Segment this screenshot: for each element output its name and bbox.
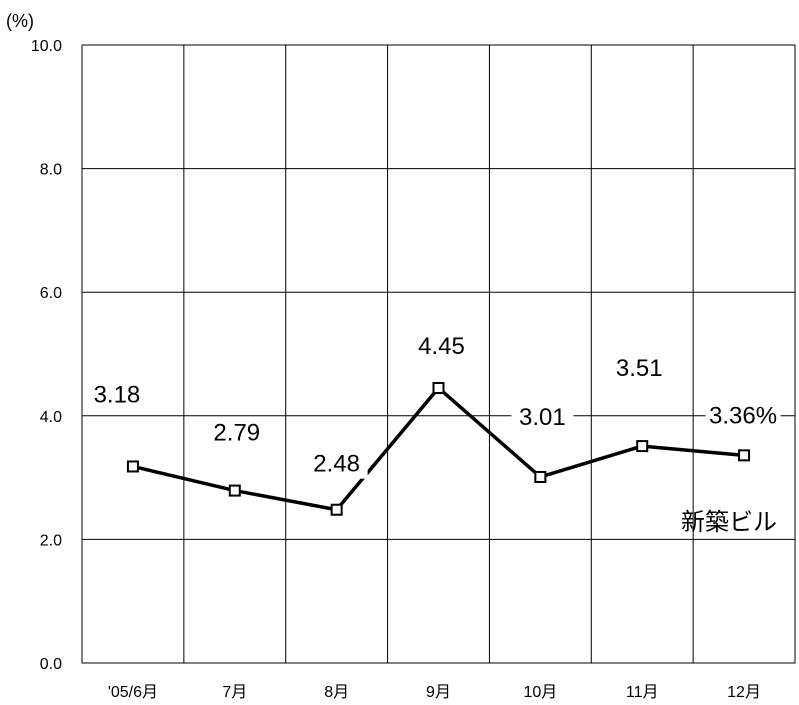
y-tick-label: 4.0 [40,409,62,426]
x-tick-label: 11月 [626,684,659,701]
data-label: 3.36% [709,402,777,429]
data-point-marker [739,450,749,460]
data-label: 3.18 [94,381,141,408]
x-tick-label: 12月 [727,684,761,701]
data-label: 3.51 [616,355,663,382]
y-tick-label: 10.0 [31,38,62,55]
series-line [133,388,744,510]
y-tick-label: 8.0 [40,162,62,179]
series-name-label: 新築ビル [681,508,777,536]
x-tick-label: 10月 [523,684,557,701]
data-point-marker [128,461,138,471]
x-tick-label: 8月 [324,684,349,701]
y-tick-label: 6.0 [40,285,62,302]
data-label: 3.01 [519,404,566,431]
x-tick-label: 9月 [426,684,451,701]
x-tick-label: '05/6月 [108,684,158,701]
y-axis-ticks: 0.0 2.0 4.0 6.0 8.0 10.0 [31,38,62,673]
x-tick-label: 7月 [222,684,247,701]
data-label: 2.79 [213,420,260,447]
x-axis-ticks: '05/6月 7月 8月 9月 10月 11月 12月 [108,684,761,701]
data-point-marker [637,441,647,451]
data-label: 4.45 [418,333,465,360]
data-point-marker [535,472,545,482]
y-tick-label: 2.0 [40,532,62,549]
data-label: 2.48 [313,451,360,478]
y-tick-label: 0.0 [40,656,62,673]
data-point-marker [332,505,342,515]
data-labels: 3.18 2.79 2.48 4.45 3.01 3.51 3.36% [86,331,781,479]
data-point-marker [434,383,444,393]
series-group [128,383,749,515]
y-unit-label: (%) [6,11,34,31]
data-point-marker [230,486,240,496]
